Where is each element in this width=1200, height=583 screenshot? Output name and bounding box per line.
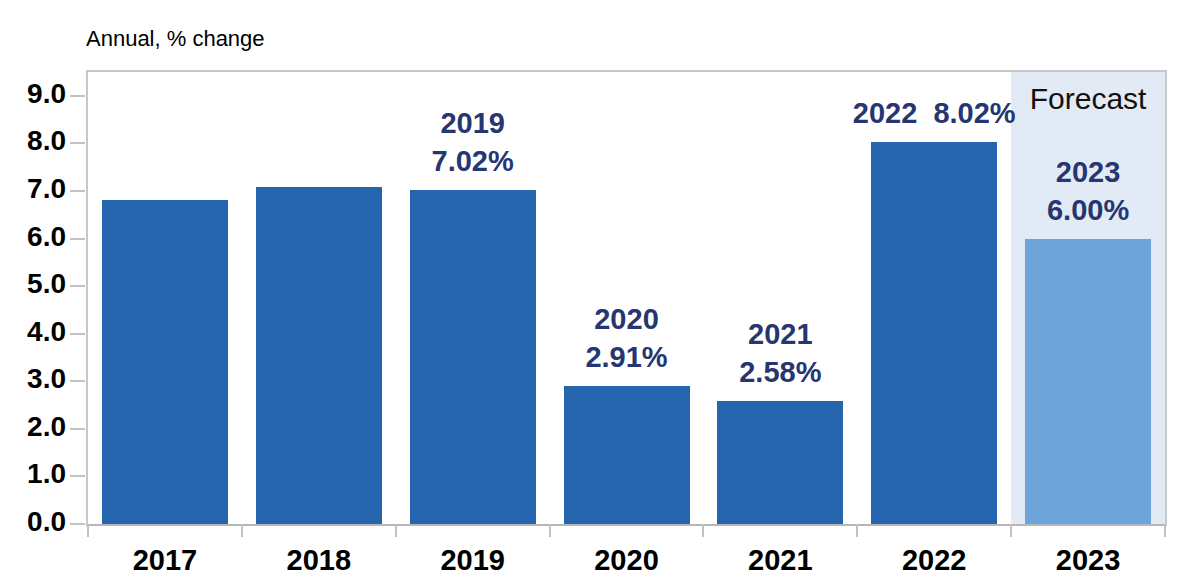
data-label-line: 2019 (432, 104, 514, 142)
data-label-line: 2021 (739, 315, 821, 353)
y-tick-mark (70, 523, 85, 525)
y-tick-label-0.0: 0.0 (27, 506, 66, 538)
y-tick-mark (70, 285, 85, 287)
chart-axis-title: Annual, % change (86, 26, 265, 52)
y-tick-mark (70, 95, 85, 97)
annual-change-bar-chart: Annual, % change 9.0 8.0 7.0 6.0 5.0 4.0 3.0 2.… (0, 0, 1200, 583)
y-tick-mark (70, 475, 85, 477)
data-label-2021: 20212.58% (739, 315, 821, 391)
x-tick-label-2021: 2021 (748, 544, 813, 577)
x-tick-mark (395, 524, 397, 537)
y-tick-label-1.0: 1.0 (27, 458, 66, 490)
x-tick-label-2020: 2020 (594, 544, 659, 577)
data-label-2023: 20236.00% (1047, 153, 1129, 229)
data-label-line: 7.02% (432, 142, 514, 180)
bar-2020 (564, 386, 690, 524)
x-tick-mark (241, 524, 243, 537)
bar-2019 (410, 190, 536, 524)
y-tick-label-8.0: 8.0 (27, 125, 66, 157)
bar-2018 (256, 187, 382, 524)
x-tick-label-2017: 2017 (133, 544, 198, 577)
data-label-line: 2022 8.02% (853, 94, 1016, 132)
x-tick-mark (856, 524, 858, 537)
data-label-line: 6.00% (1047, 191, 1129, 229)
x-tick-mark (1010, 524, 1012, 537)
y-tick-mark (70, 142, 85, 144)
x-tick-mark (87, 524, 89, 537)
x-tick-label-2019: 2019 (440, 544, 505, 577)
plot-area: Forecast20172018201920202021202220232019… (86, 70, 1167, 526)
data-label-line: 2.58% (739, 353, 821, 391)
y-tick-label-9.0: 9.0 (27, 78, 66, 110)
y-tick-mark (70, 190, 85, 192)
data-label-2020: 20202.91% (585, 300, 667, 376)
data-label-line: 2.91% (585, 338, 667, 376)
bar-2022 (871, 142, 997, 524)
data-label-line: 2020 (585, 300, 667, 338)
x-tick-mark (549, 524, 551, 537)
data-label-line: 2023 (1047, 153, 1129, 191)
y-tick-mark (70, 380, 85, 382)
y-tick-label-6.0: 6.0 (27, 221, 66, 253)
y-tick-label-5.0: 5.0 (27, 268, 66, 300)
y-axis-labels: 9.08.07.06.05.04.03.02.01.00.0 (0, 70, 66, 522)
x-tick-label-2018: 2018 (287, 544, 352, 577)
data-label-2022: 2022 8.02% (853, 94, 1016, 132)
bar-2017 (102, 200, 228, 524)
bar-2021 (717, 401, 843, 524)
y-tick-label-3.0: 3.0 (27, 363, 66, 395)
x-tick-label-2023: 2023 (1056, 544, 1121, 577)
x-tick-mark (702, 524, 704, 537)
y-tick-mark (70, 333, 85, 335)
x-tick-mark (1164, 524, 1166, 537)
y-tick-mark (70, 238, 85, 240)
y-tick-label-4.0: 4.0 (27, 316, 66, 348)
y-tick-label-2.0: 2.0 (27, 411, 66, 443)
y-tick-label-7.0: 7.0 (27, 173, 66, 205)
data-label-2019: 20197.02% (432, 104, 514, 180)
bar-2023 (1025, 239, 1151, 524)
forecast-label: Forecast (1011, 82, 1165, 116)
x-tick-label-2022: 2022 (902, 544, 967, 577)
y-tick-mark (70, 428, 85, 430)
